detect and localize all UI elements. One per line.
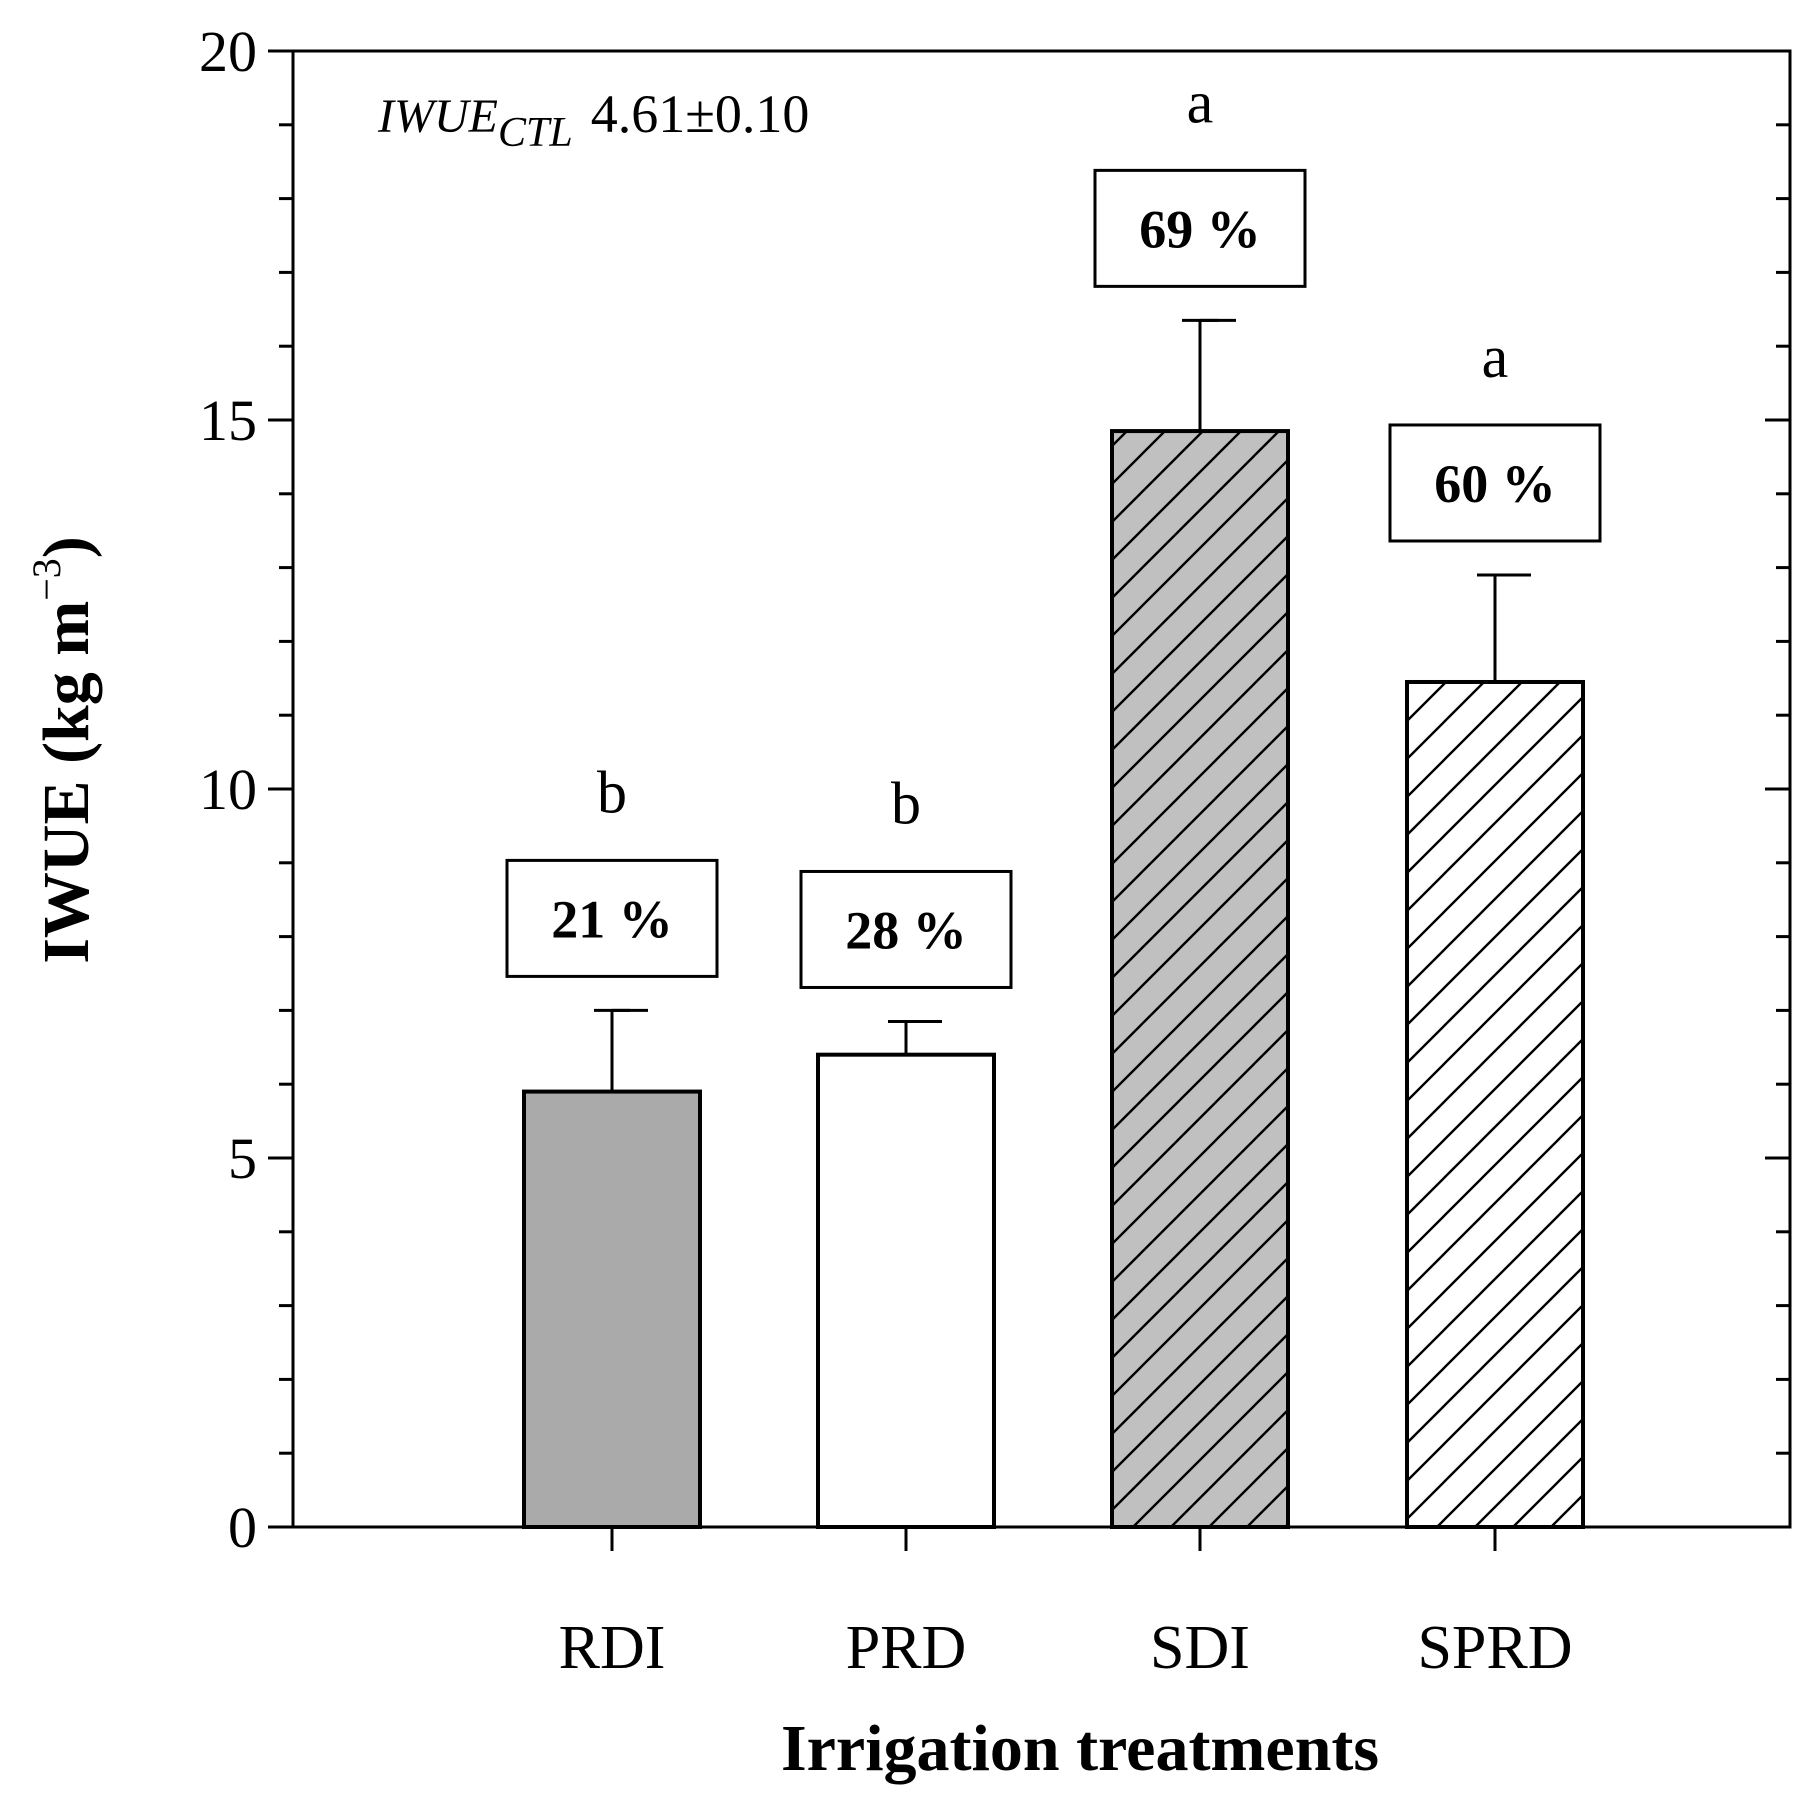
significance-letter-rdi: b [597,759,627,825]
y-axis-title-close: ) [30,536,103,558]
percent-box-rdi [505,858,719,978]
percent-box-prd [799,869,1013,989]
y-axis-title-main: IWUE (kg m [30,601,103,964]
ctl-annotation-value: 4.61±0.10 [591,84,810,144]
y-tick-label: 10 [199,757,257,822]
x-tick-label-sprd: SPRD [1417,1614,1572,1682]
percent-label-rdi: 21 % [551,889,673,949]
x-tick-label-sdi: SDI [1150,1614,1250,1682]
bar-prd [818,1054,994,1527]
significance-letter-sdi: a [1187,69,1214,135]
bar-outline-rdi [522,1089,702,1529]
percent-label-sprd: 60 % [1434,454,1556,514]
significance-letter-prd: b [891,770,921,836]
bar-hatch-sdi [1112,431,1288,1527]
bar-outline-sdi [1110,429,1290,1530]
significance-letter-sprd: a [1482,324,1509,390]
ctl-annotation: IWUECTL 4.61±0.10 [377,84,809,156]
bars [522,318,1585,1530]
bar-outline-sprd [1405,679,1585,1529]
percent-label-prd: 28 % [845,900,967,960]
x-axis-title: Irrigation treatments [781,1712,1379,1785]
y-axis-title: IWUE (kg m−3) [24,536,103,964]
y-tick-label: 15 [199,388,257,453]
ctl-annotation-sub: CTL [498,110,573,156]
ctl-annotation-main: IWUE [377,90,498,143]
percent-box-sprd [1388,423,1602,543]
x-tick-label-rdi: RDI [559,1614,666,1682]
bar-hatch-sprd [1407,681,1583,1527]
percent-label-sdi: 69 % [1139,199,1261,259]
y-tick-label: 20 [199,19,257,84]
bar-outline-prd [816,1052,996,1530]
x-tick-label-prd: PRD [846,1614,967,1682]
bar-rdi [524,1091,700,1527]
y-axis-title-sup: −3 [24,558,69,601]
percent-box-sdi [1093,168,1307,288]
y-tick-label: 0 [228,1495,257,1560]
axis-ticks: 0 5 10 15 20 [199,19,1790,1560]
bar-annotations: 21 % b RDI 28 % b PRD 69 % a SDI 60 % a SPRD [505,69,1602,1682]
y-tick-label: 5 [228,1126,257,1191]
